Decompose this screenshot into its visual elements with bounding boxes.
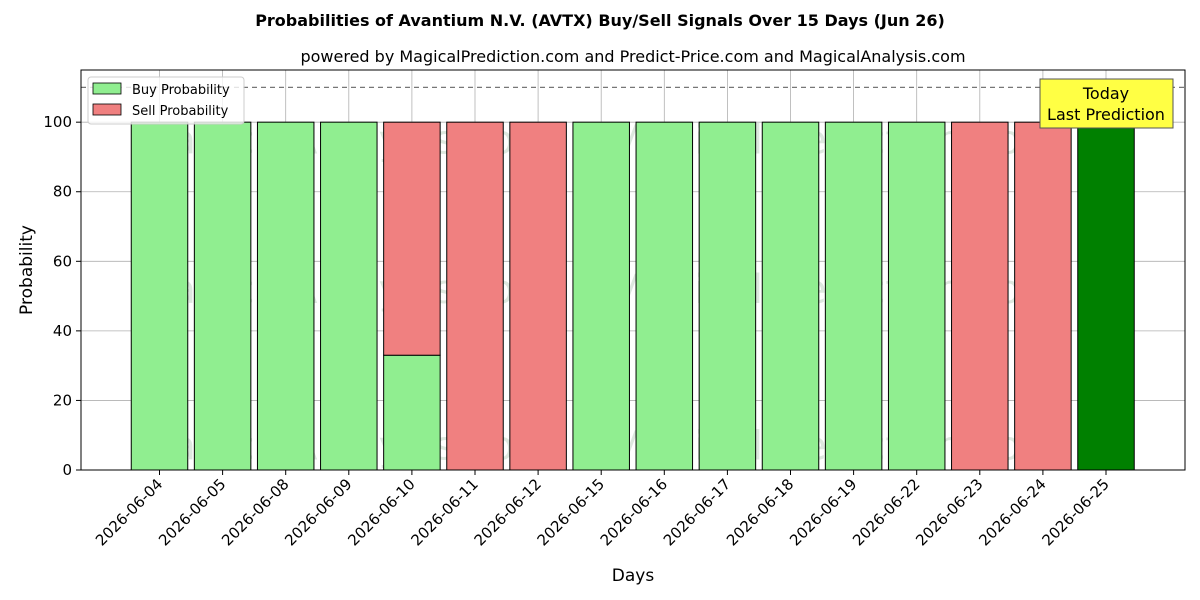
bars <box>130 121 1135 471</box>
x-tick-label: 2026-06-18 <box>723 475 797 549</box>
bar-sell <box>383 121 441 356</box>
legend-swatch-sell <box>92 103 122 116</box>
x-tick-label: 2026-06-09 <box>281 475 355 549</box>
y-tick-label: 80 <box>53 183 72 201</box>
bar-buy <box>572 121 630 471</box>
bar-sell <box>1014 121 1072 471</box>
x-tick-label: 2026-06-19 <box>786 475 860 549</box>
y-axis-ticks: 0 20 40 60 80 100 <box>43 113 81 479</box>
legend: Buy Probability Sell Probability <box>87 76 245 125</box>
bar-buy <box>1077 121 1135 471</box>
x-axis-label: Days <box>612 566 655 586</box>
x-tick-label: 2026-06-10 <box>344 475 418 549</box>
bar-buy <box>698 121 757 471</box>
y-axis-label: Probability <box>17 225 37 315</box>
annotation-box <box>1039 78 1174 129</box>
bar-buy <box>256 121 315 471</box>
bar-buy <box>193 121 252 471</box>
today-annotation: Today Last Prediction <box>1039 78 1174 129</box>
plot-frame <box>80 69 1186 471</box>
bar-buy <box>761 121 820 471</box>
bar-buy <box>887 121 946 471</box>
y-tick-label: 100 <box>43 113 72 131</box>
x-tick-label: 2026-06-04 <box>92 475 166 549</box>
x-tick-label: 2026-06-22 <box>849 475 923 549</box>
y-tick-label: 0 <box>62 461 72 479</box>
x-tick-label: 2026-06-25 <box>1038 475 1112 549</box>
bar-buy <box>130 121 189 471</box>
annotation-line-2: Last Prediction <box>1047 105 1165 124</box>
bar-sell <box>951 121 1009 471</box>
bar-buy <box>320 121 378 471</box>
x-tick-label: 2026-06-24 <box>975 475 1049 549</box>
bar-sell <box>509 121 567 471</box>
annotation-line-1: Today <box>1082 84 1129 103</box>
x-tick-label: 2026-06-08 <box>218 475 292 549</box>
y-tick-label: 60 <box>53 252 72 270</box>
legend-swatch-buy <box>92 82 122 95</box>
bar-buy <box>635 121 694 471</box>
bar-buy <box>824 121 883 471</box>
x-tick-label: 2026-06-15 <box>534 475 608 549</box>
x-axis-ticks: 2026-06-042026-06-052026-06-082026-06-09… <box>92 470 1113 549</box>
x-tick-label: 2026-06-05 <box>155 475 229 549</box>
chart-subtitle: powered by MagicalPrediction.com and Pre… <box>300 47 965 66</box>
x-tick-label: 2026-06-11 <box>407 475 481 549</box>
legend-label-buy: Buy Probability <box>132 83 230 98</box>
y-tick-label: 40 <box>53 322 72 340</box>
bar-sell <box>446 121 504 471</box>
legend-label-sell: Sell Probability <box>132 104 229 119</box>
legend-box <box>87 76 245 125</box>
y-tick-label: 20 <box>53 391 72 409</box>
x-tick-label: 2026-06-16 <box>597 475 671 549</box>
x-tick-label: 2026-06-12 <box>471 475 545 549</box>
x-tick-label: 2026-06-23 <box>912 475 986 549</box>
bar-buy <box>383 354 441 471</box>
chart-title: Probabilities of Avantium N.V. (AVTX) Bu… <box>255 11 945 30</box>
x-tick-label: 2026-06-17 <box>660 475 734 549</box>
